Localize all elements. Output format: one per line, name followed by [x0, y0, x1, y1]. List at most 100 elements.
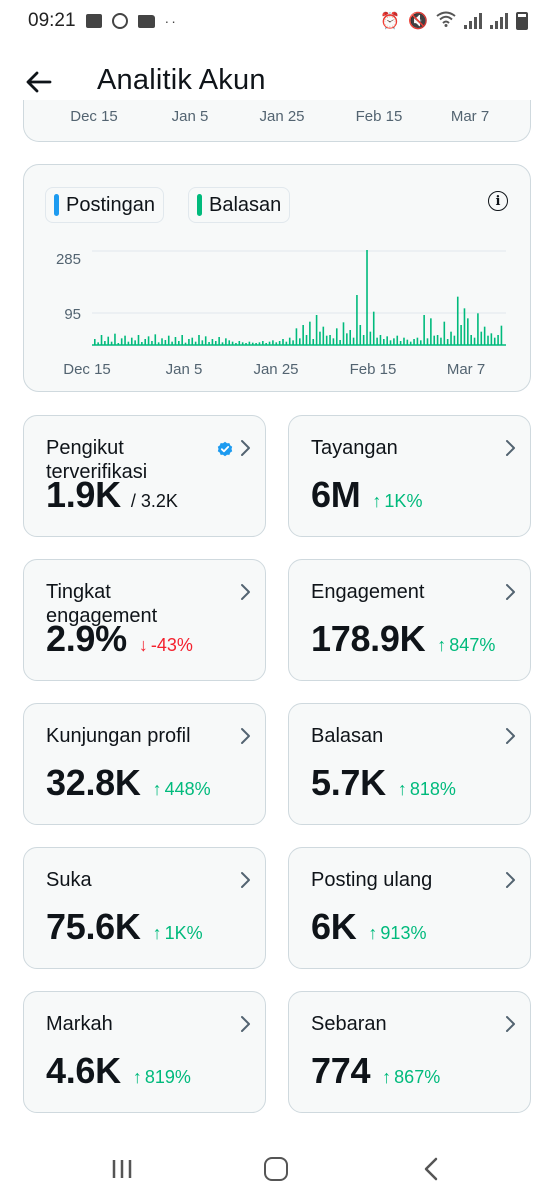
- arrow-up-icon: ↑: [368, 923, 378, 943]
- chart-bar: [349, 330, 352, 345]
- metric-card[interactable]: Kunjungan profil 32.8K ↑ 448%: [23, 703, 266, 825]
- metric-value-row: 6M ↑ 1K%: [311, 474, 422, 516]
- metric-label: Tayangan: [311, 437, 398, 459]
- chart-bar: [151, 341, 153, 345]
- system-nav-bar: [0, 1140, 554, 1200]
- metric-value-row: 5.7K ↑ 818%: [311, 762, 456, 804]
- chart-bar: [463, 308, 466, 345]
- chart-bar: [315, 315, 318, 345]
- chevron-right-icon[interactable]: [503, 438, 517, 458]
- metric-label: Suka: [46, 869, 92, 891]
- status-right: ⏰ 🔇: [380, 11, 528, 32]
- chart-bar: [332, 338, 335, 345]
- chart-bar: [231, 341, 234, 345]
- metric-change: ↑ 818%: [398, 779, 456, 800]
- chevron-right-icon[interactable]: [238, 726, 252, 746]
- metric-value-row: 2.9% ↓ -43%: [46, 618, 193, 660]
- chart-bar: [181, 335, 183, 345]
- chart-bar: [376, 337, 378, 345]
- chart-bar: [342, 322, 345, 345]
- chart-bar: [433, 335, 436, 345]
- chevron-right-icon[interactable]: [238, 438, 252, 458]
- chart-bar: [419, 340, 422, 345]
- metric-card[interactable]: Posting ulang 6K ↑ 913%: [288, 847, 531, 969]
- chart-bar: [272, 340, 274, 345]
- chart-bar: [487, 335, 489, 345]
- home-icon[interactable]: [264, 1157, 288, 1181]
- metric-value: 2.9%: [46, 618, 127, 659]
- metric-card[interactable]: Markah 4.6K ↑ 819%: [23, 991, 266, 1113]
- chart-bar: [282, 339, 284, 345]
- back-arrow-icon[interactable]: [22, 66, 54, 98]
- whatsapp-notification-icon: [111, 13, 128, 29]
- status-bar: 09:21 ·· ⏰ 🔇: [0, 0, 554, 42]
- chevron-right-icon[interactable]: [503, 582, 517, 602]
- chart-bar: [211, 339, 214, 345]
- more-notifications-icon: ··: [164, 13, 178, 29]
- metric-label: Posting ulang: [311, 869, 433, 891]
- chevron-right-icon[interactable]: [503, 726, 517, 746]
- chart-bar: [174, 337, 177, 345]
- metric-value: 4.6K: [46, 1050, 121, 1091]
- prev-tick-label: Mar 7: [450, 108, 490, 125]
- metric-value-row: 32.8K ↑ 448%: [46, 762, 211, 804]
- nav-back-icon[interactable]: [423, 1157, 439, 1181]
- chart-bar: [440, 337, 442, 345]
- metric-card[interactable]: Pengikut terverifikasi 1.9K / 3.2K: [23, 415, 266, 537]
- chart-bar: [483, 326, 486, 345]
- metric-card[interactable]: Engagement 178.9K ↑ 847%: [288, 559, 531, 681]
- metric-card[interactable]: Tayangan 6M ↑ 1K%: [288, 415, 531, 537]
- app-header: Analitik Akun: [0, 42, 554, 120]
- chart-bar: [157, 342, 160, 345]
- metric-change-value: 818%: [409, 779, 456, 799]
- chart-bar: [225, 338, 227, 345]
- chart-bar: [107, 336, 110, 345]
- metric-label: Balasan: [311, 725, 384, 747]
- arrow-up-icon: ↑: [397, 779, 407, 799]
- arrow-up-icon: ↑: [152, 779, 162, 799]
- chevron-right-icon[interactable]: [238, 1014, 252, 1034]
- chart-bar: [295, 328, 298, 345]
- chart-bar: [154, 334, 157, 345]
- metric-card[interactable]: Tingkat engagement 2.9% ↓ -43%: [23, 559, 266, 681]
- metric-change-value: 1K%: [384, 491, 423, 511]
- recent-apps-icon[interactable]: [111, 1158, 133, 1180]
- legend-postingan[interactable]: Postingan: [45, 187, 164, 223]
- metric-label: Sebaran: [311, 1013, 387, 1035]
- chevron-right-icon[interactable]: [238, 582, 252, 602]
- metric-card[interactable]: Suka 75.6K ↑ 1K%: [23, 847, 266, 969]
- prev-tick-label: Jan 25: [259, 108, 305, 125]
- chart-bar: [100, 335, 103, 345]
- metric-card[interactable]: Balasan 5.7K ↑ 818%: [288, 703, 531, 825]
- arrow-up-icon: ↑: [132, 1067, 142, 1087]
- chart-bar: [305, 335, 308, 345]
- chart-bar: [477, 313, 479, 345]
- legend-label: Postingan: [66, 193, 155, 216]
- chart-bar: [413, 339, 415, 345]
- metric-card[interactable]: Sebaran 774 ↑ 867%: [288, 991, 531, 1113]
- chart-bar: [456, 296, 459, 345]
- chart-bar: [470, 335, 472, 345]
- chart-bar: [251, 342, 254, 345]
- metric-value-row: 75.6K ↑ 1K%: [46, 906, 203, 948]
- legend-balasan[interactable]: Balasan: [188, 187, 291, 223]
- chart-bar: [238, 341, 241, 345]
- chart-bar: [110, 341, 113, 345]
- chart-bar: [399, 341, 402, 345]
- chevron-right-icon[interactable]: [503, 1014, 517, 1034]
- arrow-up-icon: ↑: [382, 1067, 392, 1087]
- chart-bar: [248, 341, 251, 345]
- metric-label: Tingkat engagement: [46, 581, 158, 627]
- chevron-right-icon[interactable]: [503, 870, 517, 890]
- chevron-right-icon[interactable]: [238, 870, 252, 890]
- info-icon[interactable]: i: [488, 191, 508, 211]
- prev-tick-label: Dec 15: [70, 108, 118, 125]
- chart-bar: [356, 295, 358, 345]
- chart-bar: [241, 342, 244, 345]
- chart-bar: [218, 337, 220, 345]
- metric-value-row: 774 ↑ 867%: [311, 1050, 440, 1092]
- chart-bar: [352, 337, 355, 345]
- metric-value: 1.9K: [46, 474, 121, 515]
- chart-bar: [265, 343, 267, 345]
- chart-bar: [127, 341, 130, 345]
